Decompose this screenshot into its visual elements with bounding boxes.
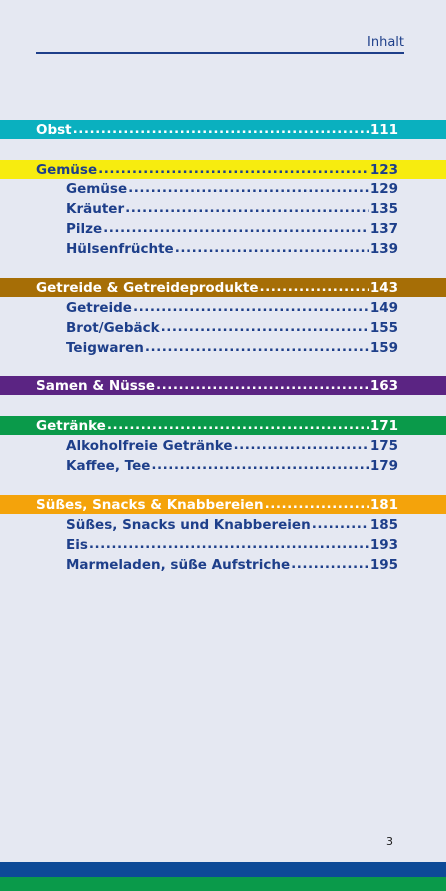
toc-label: Obst <box>36 121 72 138</box>
toc-label: Kräuter <box>66 200 125 217</box>
toc-leader-dots: ........................................… <box>144 340 369 355</box>
toc-leader-dots: ........................................… <box>291 557 369 572</box>
toc-page-number: 111 <box>369 121 398 138</box>
toc-entry-row[interactable]: Gemüse..................................… <box>0 179 446 198</box>
toc-page-number: 135 <box>369 200 398 217</box>
toc-leader-dots: ........................................… <box>128 181 369 196</box>
header-rule <box>36 52 404 54</box>
toc-label: Brot/Gebäck <box>66 319 160 336</box>
toc-leader-dots: ........................................… <box>311 517 369 532</box>
toc-label: Samen & Nüsse <box>36 377 155 394</box>
footer-band-blue <box>0 862 446 877</box>
toc-label: Pilze <box>66 220 103 237</box>
toc-leader-dots: ........................................… <box>98 162 369 177</box>
toc-leader-dots: ........................................… <box>72 122 369 137</box>
toc-label: Eis <box>66 536 88 553</box>
toc-leader-dots: ........................................… <box>160 320 369 335</box>
toc-leader-dots: ........................................… <box>132 300 369 315</box>
toc-section-row[interactable]: Süßes, Snacks & Knabbereien.............… <box>0 495 446 514</box>
toc-section-row[interactable]: Getreide & Getreideprodukte.............… <box>0 278 446 297</box>
toc-entry-row[interactable]: Teigwaren...............................… <box>0 338 446 357</box>
toc-leader-dots: ........................................… <box>125 201 369 216</box>
toc-label: Marmeladen, süße Aufstriche <box>66 556 291 573</box>
toc-section-row[interactable]: Getränke................................… <box>0 416 446 435</box>
toc-page-number: 193 <box>369 536 398 553</box>
page-number: 3 <box>386 835 393 848</box>
toc-leader-dots: ........................................… <box>88 537 369 552</box>
toc-page-number: 181 <box>369 496 398 513</box>
toc-label: Kaffee, Tee <box>66 457 151 474</box>
toc-entry-row[interactable]: Getreide................................… <box>0 298 446 317</box>
toc-leader-dots: ........................................… <box>106 418 369 433</box>
toc-page-number: 179 <box>369 457 398 474</box>
footer-band-green <box>0 877 446 891</box>
toc-leader-dots: ........................................… <box>264 497 369 512</box>
toc-label: Gemüse <box>36 161 98 178</box>
toc-entry-row[interactable]: Pilze...................................… <box>0 219 446 238</box>
toc-page-number: 175 <box>369 437 398 454</box>
toc-leader-dots: ........................................… <box>151 458 368 473</box>
toc-page-number: 163 <box>369 377 398 394</box>
toc-label: Teigwaren <box>66 339 144 356</box>
toc-entry-row[interactable]: Alkoholfreie Getränke...................… <box>0 436 446 455</box>
toc-page-number: 155 <box>369 319 398 336</box>
toc-leader-dots: ........................................… <box>259 280 369 295</box>
toc-page-number: 195 <box>369 556 398 573</box>
toc-entry-row[interactable]: Süßes, Snacks und Knabbereien...........… <box>0 515 446 534</box>
toc-page-number: 143 <box>369 279 398 296</box>
toc-page-number: 129 <box>369 180 398 197</box>
toc-leader-dots: ........................................… <box>233 438 369 453</box>
toc-entry-row[interactable]: Brot/Gebäck.............................… <box>0 318 446 337</box>
toc-label: Süßes, Snacks und Knabbereien <box>66 516 311 533</box>
toc-section-row[interactable]: Samen & Nüsse...........................… <box>0 376 446 395</box>
toc-entry-row[interactable]: Kaffee, Tee.............................… <box>0 456 446 475</box>
toc-page-number: 123 <box>369 161 398 178</box>
toc-label: Getreide <box>66 299 132 316</box>
toc-entry-row[interactable]: Kräuter.................................… <box>0 199 446 218</box>
toc-label: Alkoholfreie Getränke <box>66 437 233 454</box>
toc-page-number: 185 <box>369 516 398 533</box>
toc-label: Gemüse <box>66 180 128 197</box>
toc-entry-row[interactable]: Marmeladen, süße Aufstriche.............… <box>0 555 446 574</box>
toc-page-number: 137 <box>369 220 398 237</box>
toc-leader-dots: ........................................… <box>103 221 369 236</box>
toc-page-number: 139 <box>369 240 398 257</box>
toc-page-number: 171 <box>369 417 398 434</box>
toc-leader-dots: ........................................… <box>174 241 369 256</box>
toc-label: Getreide & Getreideprodukte <box>36 279 259 296</box>
toc-page-number: 149 <box>369 299 398 316</box>
toc-label: Süßes, Snacks & Knabbereien <box>36 496 264 513</box>
toc-leader-dots: ........................................… <box>155 378 369 393</box>
toc-entry-row[interactable]: Hülsenfrüchte...........................… <box>0 239 446 258</box>
toc-label: Hülsenfrüchte <box>66 240 174 257</box>
toc-section-row[interactable]: Obst....................................… <box>0 120 446 139</box>
header-title: Inhalt <box>367 35 404 50</box>
toc-section-row[interactable]: Gemüse..................................… <box>0 160 446 179</box>
toc-label: Getränke <box>36 417 106 434</box>
toc-page-number: 159 <box>369 339 398 356</box>
toc-entry-row[interactable]: Eis.....................................… <box>0 535 446 554</box>
